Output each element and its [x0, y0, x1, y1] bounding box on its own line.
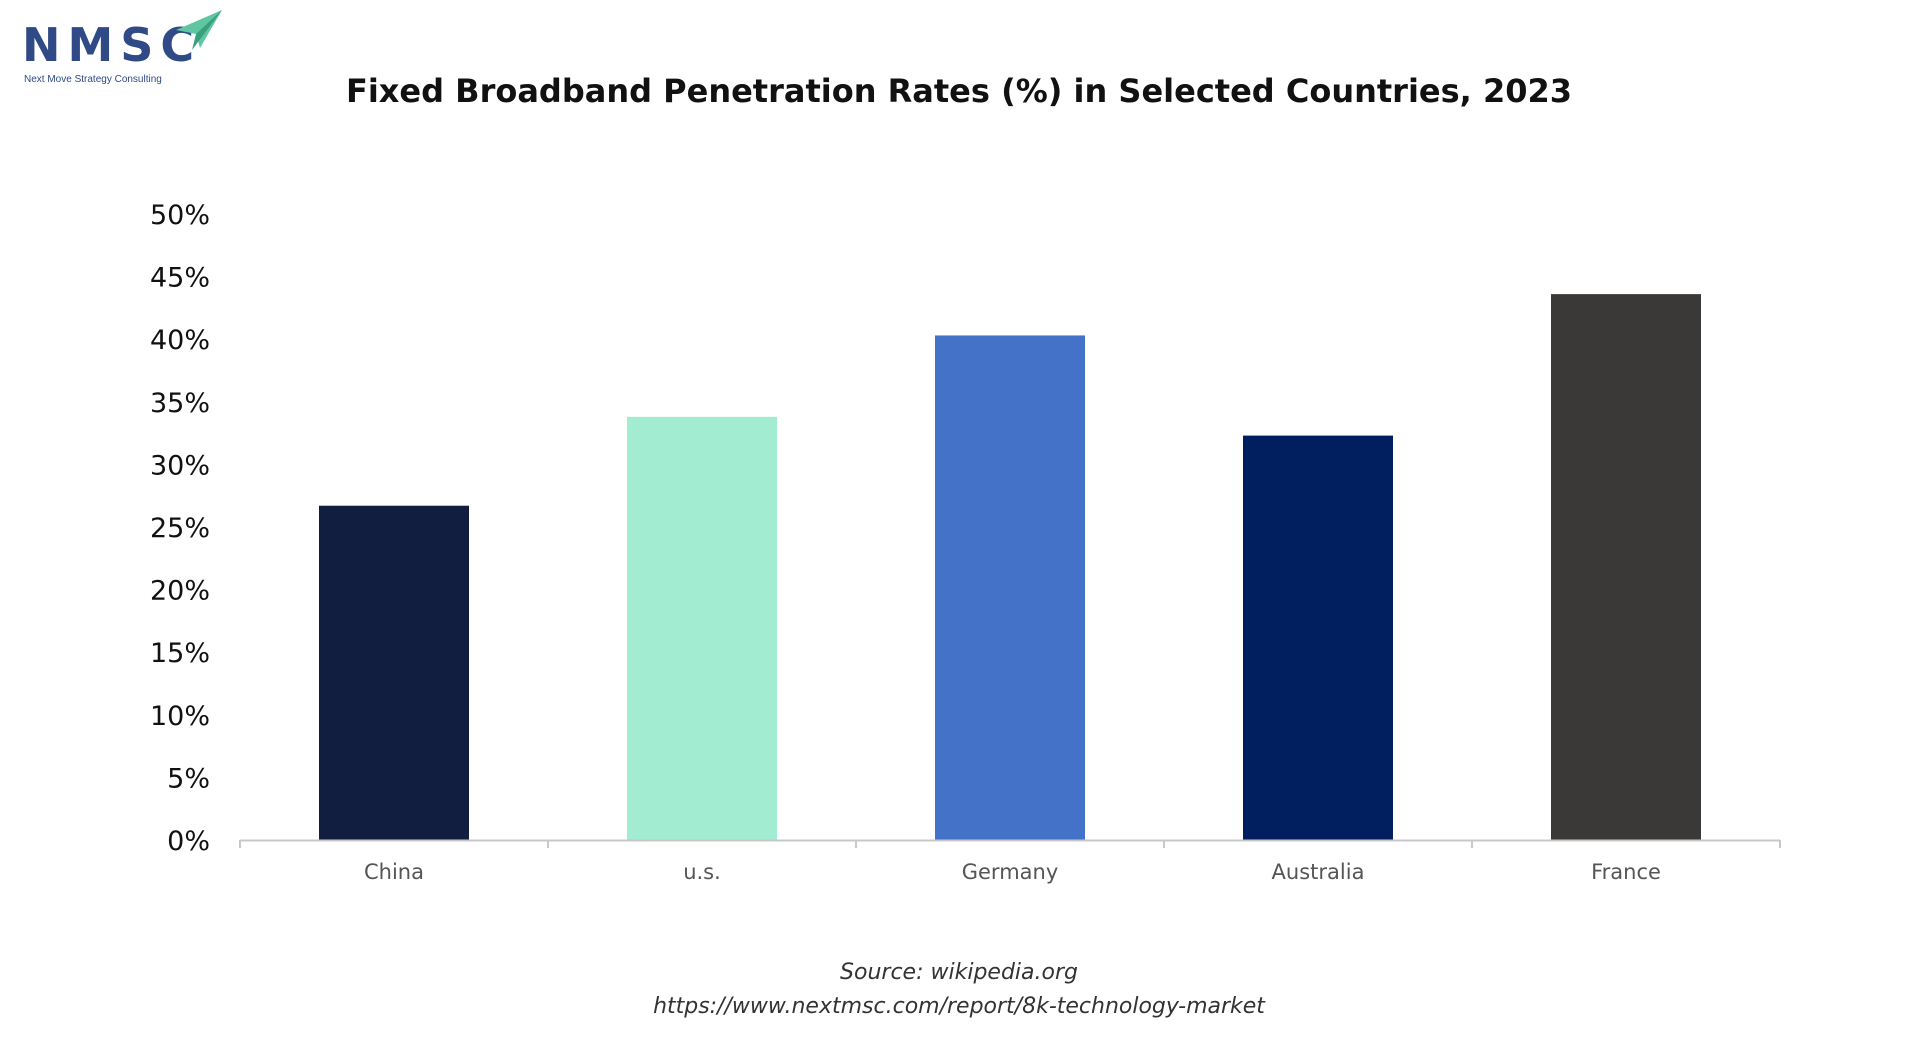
y-tick-label: 10% — [150, 701, 210, 732]
bar-australia — [1243, 435, 1393, 840]
y-tick-label: 35% — [150, 388, 210, 419]
y-tick-label: 5% — [167, 763, 210, 794]
source-url: https://www.nextmsc.com/report/8k-techno… — [653, 994, 1265, 1019]
y-tick-label: 20% — [150, 576, 210, 607]
chart-title: Fixed Broadband Penetration Rates (%) in… — [345, 72, 1573, 110]
x-category-label: u.s. — [683, 860, 721, 884]
bar-u-s — [627, 416, 777, 840]
y-tick-label: 50% — [150, 200, 210, 231]
source-note: Source: wikipedia.org — [840, 960, 1078, 985]
x-category-label: Germany — [962, 860, 1059, 884]
x-category-label: China — [364, 860, 424, 884]
logo-tagline: Next Move Strategy Consulting — [24, 74, 162, 85]
logo-wordmark: NMSC — [22, 18, 202, 72]
bar-china — [319, 505, 469, 840]
y-tick-label: 0% — [167, 826, 210, 857]
y-tick-label: 40% — [150, 325, 210, 356]
bar-germany — [935, 335, 1085, 840]
x-category-label: Australia — [1272, 860, 1365, 884]
bar-france — [1551, 294, 1701, 840]
y-tick-label: 45% — [150, 263, 210, 294]
y-tick-label: 15% — [150, 638, 210, 669]
x-category-label: France — [1591, 860, 1661, 884]
y-tick-label: 25% — [150, 513, 210, 544]
paper-plane-icon — [176, 10, 222, 50]
y-tick-label: 30% — [150, 450, 210, 481]
nmsc-logo: NMSC Next Move Strategy Consulting — [22, 8, 222, 88]
